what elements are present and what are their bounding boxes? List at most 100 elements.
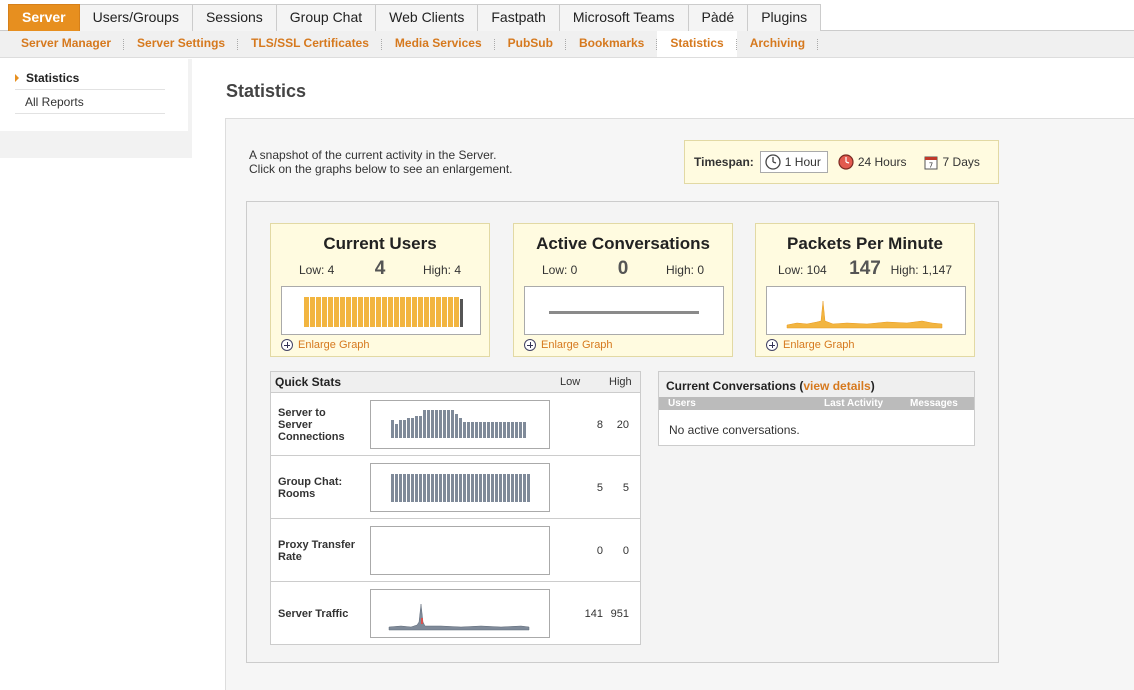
tab-sessions[interactable]: Sessions (192, 4, 277, 31)
users-bar (322, 297, 327, 327)
arrow-right-icon (15, 74, 19, 82)
tab-server[interactable]: Server (8, 4, 80, 31)
s2s-bar (459, 418, 462, 438)
timespan-24-hours[interactable]: 24 Hours (834, 151, 913, 173)
users-bar (418, 297, 423, 327)
timespan-7-days[interactable]: 7 7 Days (919, 151, 986, 173)
flat-line (549, 311, 699, 314)
tab-web-clients[interactable]: Web Clients (376, 4, 479, 31)
sidebar-item-all-reports[interactable]: All Reports (15, 90, 165, 114)
rooms-bar (447, 474, 450, 502)
tab-users-groups[interactable]: Users/Groups (79, 4, 193, 31)
s2s-bar (515, 422, 518, 438)
s2s-bar (479, 422, 482, 438)
tab-fastpath[interactable]: Fastpath (478, 4, 560, 31)
table-row: Server to Server Connections 8 20 (271, 393, 640, 456)
s2s-bar (523, 422, 526, 438)
timespan-selector: Timespan: 1 Hour 24 Hours 7 7 Days (684, 140, 999, 184)
rooms-bar (439, 474, 442, 502)
users-bar (352, 297, 357, 327)
users-bar (454, 297, 459, 327)
card-current-users: Current Users Low: 4 4 High: 4 Enlarge G… (270, 223, 490, 357)
rooms-bar (503, 474, 506, 502)
s2s-bar (411, 418, 414, 438)
users-bar (442, 297, 447, 327)
timespan-1-hour[interactable]: 1 Hour (759, 151, 828, 173)
s2s-bar (407, 418, 410, 438)
users-bar (412, 297, 417, 327)
rooms-bar (431, 474, 434, 502)
card-title: Active Conversations (536, 234, 710, 253)
page-title: Statistics (226, 81, 307, 101)
users-bar (346, 297, 351, 327)
users-bar (316, 297, 321, 327)
subtab-server-manager[interactable]: Server Manager (8, 31, 125, 57)
users-bar (436, 297, 441, 327)
rooms-bar (467, 474, 470, 502)
svg-text:7: 7 (928, 162, 932, 170)
card-low: Low: 104 (778, 263, 827, 277)
conversations-header: Current Conversations (view details) (659, 372, 974, 397)
rooms-bar (519, 474, 522, 502)
rooms-bar (491, 474, 494, 502)
card-high: High: 0 (665, 263, 704, 277)
tab-pade[interactable]: Pàdé (688, 4, 749, 31)
enlarge-graph-link[interactable]: Enlarge Graph (524, 339, 613, 351)
rooms-bar (435, 474, 438, 502)
subtab-bookmarks[interactable]: Bookmarks (566, 31, 658, 57)
top-nav: Server Users/Groups Sessions Group Chat … (0, 0, 1134, 31)
rooms-bar (511, 474, 514, 502)
rooms-bar (423, 474, 426, 502)
rooms-bar (391, 474, 394, 502)
s2s-bar (451, 410, 454, 438)
users-bar (370, 297, 375, 327)
subtab-tls-ssl[interactable]: TLS/SSL Certificates (238, 31, 382, 57)
rooms-bar (395, 474, 398, 502)
proxy-transfer-graph[interactable] (370, 526, 550, 575)
s2s-bar (467, 422, 470, 438)
rooms-bar (479, 474, 482, 502)
enlarge-graph-link[interactable]: Enlarge Graph (281, 339, 370, 351)
s2s-bar (511, 422, 514, 438)
traffic-area (388, 603, 530, 631)
server-traffic-graph[interactable] (370, 589, 550, 638)
s2s-bar (415, 416, 418, 438)
s2s-bar (399, 420, 402, 438)
card-title: Packets Per Minute (787, 234, 943, 253)
subtab-statistics[interactable]: Statistics (657, 31, 738, 57)
tab-group-chat[interactable]: Group Chat (276, 4, 377, 31)
traffic-highlight (421, 618, 423, 624)
subtab-media-services[interactable]: Media Services (382, 31, 495, 57)
users-bar (310, 297, 315, 327)
enlarge-graph-link[interactable]: Enlarge Graph (766, 339, 855, 351)
rooms-bar (515, 474, 518, 502)
active-conversations-graph[interactable] (524, 286, 724, 335)
rooms-bar (527, 474, 530, 502)
card-title: Current Users (323, 234, 437, 253)
subtab-archiving[interactable]: Archiving (737, 31, 819, 57)
card-current: 4 (374, 258, 386, 279)
tab-plugins[interactable]: Plugins (748, 4, 822, 31)
current-users-graph[interactable] (281, 286, 481, 335)
view-details-link[interactable]: view details (803, 379, 871, 393)
sidebar-item-statistics[interactable]: Statistics (15, 66, 165, 90)
rooms-bar (455, 474, 458, 502)
packets-graph[interactable] (766, 286, 966, 335)
subtab-pubsub[interactable]: PubSub (495, 31, 567, 57)
s2s-graph[interactable] (370, 400, 550, 449)
intro-text: A snapshot of the current activity in th… (249, 148, 513, 176)
subtab-server-settings[interactable]: Server Settings (124, 31, 239, 57)
s2s-bar (443, 410, 446, 438)
rooms-bar (463, 474, 466, 502)
users-bar (400, 297, 405, 327)
rooms-bar (403, 474, 406, 502)
users-bar (382, 297, 387, 327)
no-conversations-text: No active conversations. (669, 423, 800, 437)
plus-circle-icon (524, 339, 536, 351)
rooms-bar (459, 474, 462, 502)
users-bar (304, 297, 309, 327)
tab-microsoft-teams[interactable]: Microsoft Teams (559, 4, 689, 31)
card-high: High: 1,147 (890, 263, 952, 277)
group-chat-rooms-graph[interactable] (370, 463, 550, 512)
s2s-bar (475, 422, 478, 438)
